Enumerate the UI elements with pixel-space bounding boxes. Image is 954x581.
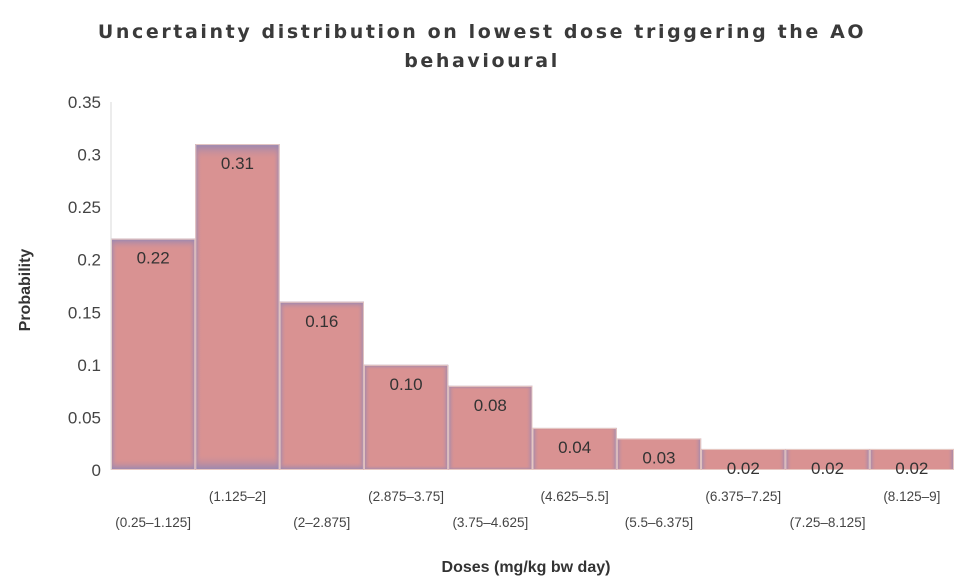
y-axis-title: Probability (17, 249, 34, 332)
y-tick-label: 0.2 (77, 251, 101, 270)
y-tick-label: 0.25 (68, 198, 101, 217)
y-tick-label: 0.05 (68, 408, 101, 427)
data-label: 0.04 (558, 438, 591, 457)
y-axis-ticks: 0 0.05 0.1 0.15 0.2 0.25 0.3 0.35 (68, 93, 101, 480)
bar (448, 385, 533, 470)
data-label: 0.02 (811, 459, 844, 478)
y-tick-label: 0.1 (77, 356, 101, 375)
x-category-label: (0.25–1.125] (115, 515, 191, 530)
data-label: 0.08 (474, 396, 507, 415)
x-category-label: (2–2.875] (293, 515, 350, 530)
data-labels: 0.22 0.31 0.16 0.10 0.08 0.04 0.03 0.02 0.02 0.02 (137, 154, 929, 478)
x-category-label: (2.875–3.75] (368, 489, 444, 504)
bar (111, 238, 196, 470)
bar (532, 427, 617, 471)
x-category-label: (3.75–4.625] (452, 515, 528, 530)
data-label: 0.16 (305, 312, 338, 331)
bar (616, 438, 702, 471)
x-category-label: (8.125–9] (883, 489, 940, 504)
data-label: 0.10 (390, 375, 423, 394)
y-tick-label: 0.3 (77, 146, 101, 165)
chart-title-line-2: behavioural (404, 50, 560, 72)
x-category-label: (7.25–8.125] (790, 515, 866, 530)
x-axis-categories: (0.25–1.125] (1.125–2] (2–2.875] (2.875–3.7… (115, 489, 940, 530)
bar (869, 448, 954, 471)
bar (701, 448, 786, 471)
data-label: 0.22 (137, 249, 170, 268)
bar (279, 301, 364, 470)
x-axis-title: Doses (mg/kg bw day) (442, 559, 611, 576)
bar (195, 144, 280, 471)
chart-title-line-1: Uncertainty distribution on lowest dose … (98, 21, 866, 43)
bars (111, 144, 954, 471)
y-tick-label: 0.35 (68, 93, 101, 112)
data-label: 0.02 (727, 459, 760, 478)
x-category-label: (4.625–5.5] (540, 489, 608, 504)
y-tick-label: 0 (92, 461, 101, 480)
y-tick-label: 0.15 (68, 303, 101, 322)
x-category-label: (1.125–2] (209, 489, 266, 504)
x-category-label: (5.5–6.375] (625, 515, 693, 530)
data-label: 0.03 (642, 448, 675, 467)
data-label: 0.02 (895, 459, 928, 478)
x-category-label: (6.375–7.25] (705, 489, 781, 504)
data-label: 0.31 (221, 154, 254, 173)
bar (363, 364, 449, 471)
bar (785, 448, 870, 471)
